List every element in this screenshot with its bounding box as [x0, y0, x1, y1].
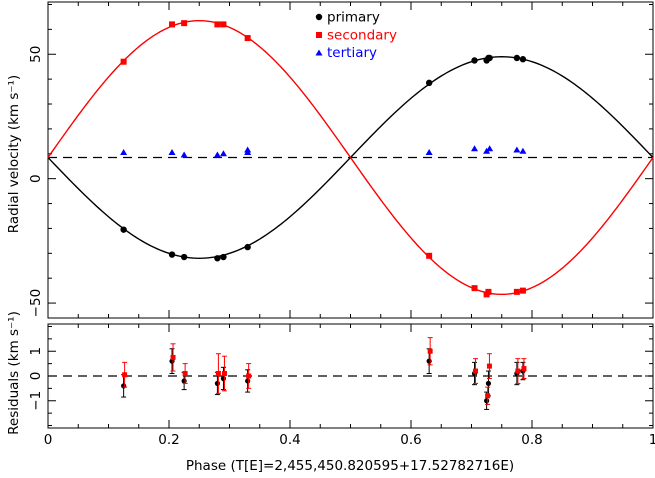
rv-point-primary [486, 54, 493, 62]
residual-point-primary [181, 378, 187, 384]
rv-point-tertiary [425, 149, 433, 156]
rv-point-tertiary [120, 149, 128, 156]
residual-point-primary [245, 378, 251, 384]
rv-point-secondary [169, 21, 176, 28]
rv-point-secondary [120, 58, 127, 65]
residual-point-primary [484, 398, 490, 404]
residual-point-primary [214, 380, 220, 387]
y-axis-label-residuals: Residuals (km s⁻¹) [6, 311, 22, 435]
residual-point-primary [121, 383, 127, 389]
model-curve-secondary [47, 19, 654, 296]
rv-point-secondary [214, 21, 221, 28]
rv-point-tertiary [180, 151, 188, 158]
residual-point-secondary [170, 354, 176, 360]
rv-point-primary [425, 79, 433, 87]
residuals-panel: 0 0.2 0.4 0.6 0.8 1 −1 0 1 [28, 323, 655, 448]
rv-point-secondary [181, 20, 188, 27]
residual-point-secondary [473, 368, 479, 374]
rv-point-primary [220, 253, 227, 261]
rv-point-primary [471, 57, 478, 64]
x-tick-label: 0 [44, 432, 53, 448]
residuals-y-tick-label: 0 [28, 372, 44, 381]
rv-point-secondary [244, 35, 251, 42]
residual-point-secondary [182, 371, 188, 377]
legend-label-primary: primary [327, 10, 380, 26]
rv-panel: −50 0 50 [28, 1, 654, 319]
rv-point-tertiary [219, 150, 227, 157]
rv-point-tertiary [213, 151, 221, 158]
residual-point-secondary [486, 363, 492, 369]
residual-point-secondary [427, 348, 433, 354]
rv-y-tick-label: 50 [28, 46, 44, 63]
rv-point-primary [513, 54, 521, 62]
rv-y-tick-label: −50 [28, 289, 44, 318]
legend-label-tertiary: tertiary [327, 45, 377, 61]
rv-point-secondary [220, 21, 227, 28]
x-tick-label: 0.4 [279, 432, 300, 448]
residuals-y-tick-label: −1 [28, 391, 44, 411]
rv-point-primary [120, 226, 127, 233]
residual-point-primary [220, 375, 227, 382]
residual-point-secondary [246, 373, 252, 379]
x-tick-label: 0.6 [400, 432, 421, 448]
rv-point-secondary [471, 285, 478, 292]
rv-point-tertiary [513, 146, 521, 153]
rv-point-primary [180, 253, 188, 261]
rv-point-tertiary [168, 149, 176, 156]
rv-point-secondary [485, 288, 492, 295]
legend-marker-tertiary [315, 49, 323, 56]
residual-point-primary [485, 380, 492, 387]
rv-point-tertiary [486, 145, 494, 152]
residual-point-primary [426, 358, 432, 364]
legend-marker-primary [315, 13, 323, 21]
x-tick-label: 0.8 [521, 432, 542, 448]
residual-point-secondary [215, 371, 221, 377]
x-tick-label: 0.2 [158, 432, 179, 448]
residual-point-secondary [515, 368, 521, 374]
x-axis-label: Phase (T[E]=2,455,450.820595+17.52782716… [186, 458, 514, 474]
rv-point-secondary [519, 287, 526, 294]
residual-point-secondary [485, 393, 491, 399]
rv-point-tertiary [471, 145, 479, 152]
x-tick-label: 1 [649, 432, 655, 448]
rv-point-primary [244, 243, 251, 251]
rv-point-primary [214, 255, 221, 262]
legend-label-secondary: secondary [327, 28, 397, 44]
rv-point-secondary [513, 288, 520, 295]
rv-y-tick-label: 0 [28, 174, 44, 183]
residual-point-secondary [122, 372, 128, 378]
rv-point-tertiary [244, 149, 252, 156]
rv-point-primary [519, 56, 527, 63]
residual-point-secondary [521, 366, 527, 372]
rv-point-secondary [426, 252, 433, 259]
legend-marker-secondary [316, 32, 322, 38]
y-axis-label-rv: Radial velocity (km s⁻¹) [6, 75, 22, 233]
rv-point-primary [168, 251, 176, 258]
residuals-y-tick-label: 1 [28, 347, 44, 356]
residual-point-secondary [221, 371, 227, 377]
rv-point-tertiary [519, 147, 527, 154]
legend: primary secondary tertiary [315, 10, 397, 61]
